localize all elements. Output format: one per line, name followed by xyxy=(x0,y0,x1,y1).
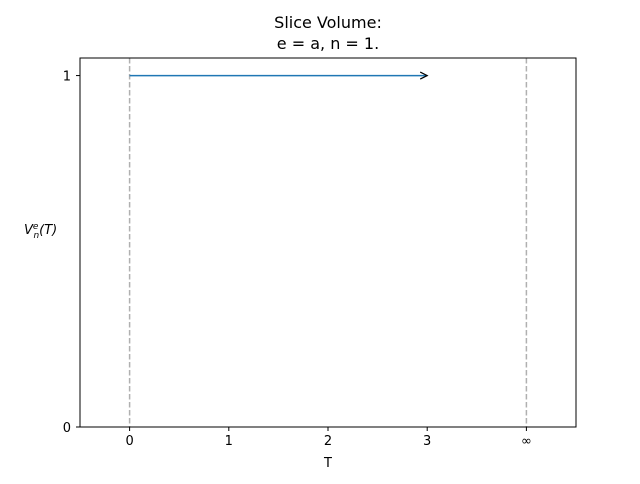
x-axis-label: T xyxy=(323,456,332,471)
x-tick-label-1: 1 xyxy=(225,434,233,449)
x-tick-label-3: 3 xyxy=(423,434,431,449)
y-axis-ticks: 01 xyxy=(63,70,80,436)
chart-title-line-2: e = a, n = 1. xyxy=(277,34,379,53)
chart-title-line-1: Slice Volume: xyxy=(274,13,382,32)
y-tick-label-1: 1 xyxy=(63,70,71,85)
y-axis-label-base: V xyxy=(24,223,34,238)
y-tick-label-0: 0 xyxy=(63,421,71,436)
y-axis-label-subscript: n xyxy=(33,231,39,241)
x-tick-label-2: 2 xyxy=(324,434,332,449)
vertical-reference-lines xyxy=(128,58,528,427)
series-layer xyxy=(129,71,429,80)
series-end-arrow-0 xyxy=(419,71,429,80)
y-axis-label-superscript: e xyxy=(33,222,39,232)
y-axis-label: Ve n(T) xyxy=(24,222,57,241)
x-axis-ticks: 0 1 2 3 ∞ xyxy=(125,427,532,449)
y-axis-label-suffix: (T) xyxy=(39,223,57,238)
x-tick-label-0: 0 xyxy=(125,434,133,449)
x-tick-label-4: ∞ xyxy=(521,434,532,449)
plot-area-frame xyxy=(79,57,577,428)
